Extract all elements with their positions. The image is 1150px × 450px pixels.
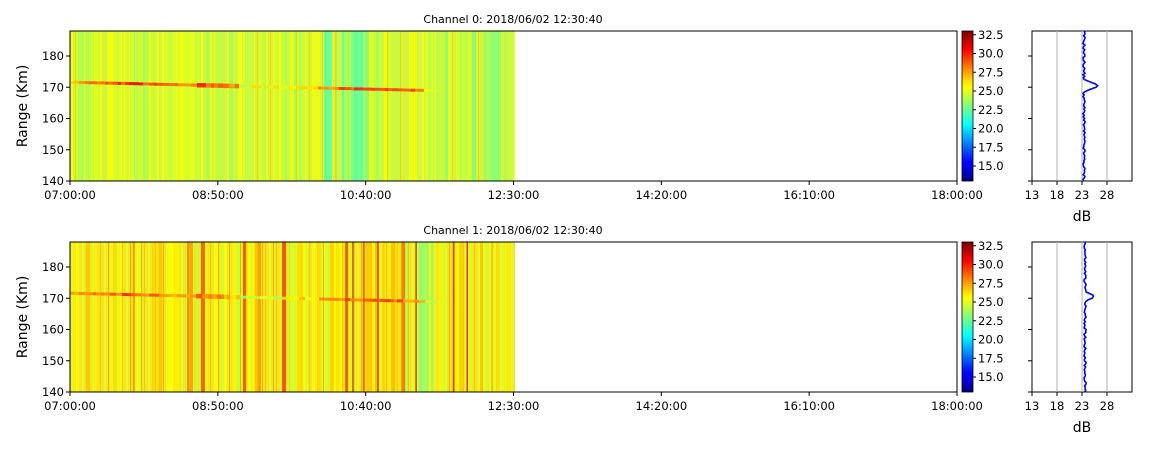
x-tick-label: 14:20:00 (636, 399, 688, 413)
colorbar-tick-label: 17.5 (978, 351, 1004, 365)
x-tick-label: 07:00:00 (44, 188, 96, 202)
profile-x-tick-label: 18 (1050, 399, 1065, 413)
panel-title: Channel 0: 2018/06/02 12:30:40 (423, 13, 602, 26)
echo-band (70, 291, 438, 304)
heatmap-columns (76, 31, 514, 181)
colorbar-tick-label: 32.5 (978, 239, 1004, 253)
profile-x-label: dB (1073, 209, 1092, 225)
profile-x-tick-label: 28 (1100, 188, 1115, 202)
x-tick-label: 12:30:00 (488, 399, 540, 413)
profile-x-tick-label: 23 (1075, 399, 1090, 413)
profile-plot: 13 18 23 28 dB (1025, 30, 1133, 225)
x-tick-label: 08:50:00 (192, 188, 244, 202)
y-tick-label: 140 (42, 385, 64, 399)
echo-band (70, 80, 438, 93)
colorbar-tick-label: 25.0 (978, 84, 1004, 98)
x-axis: 07:00:00 08:50:00 10:40:00 12:30:00 14:20:00… (44, 181, 983, 202)
colorbar-tick-label: 30.0 (978, 258, 1004, 272)
colorbar-tick-label: 15.0 (978, 370, 1004, 384)
profile-x-tick-label: 13 (1025, 399, 1040, 413)
heatmap-columns (74, 242, 510, 392)
x-tick-label: 16:10:00 (783, 188, 835, 202)
rti-heatmap (70, 242, 515, 392)
x-tick-label: 07:00:00 (44, 399, 96, 413)
channel-1-panel: Channel 1: 2018/06/02 12:30:40 140 150 160… (15, 224, 1133, 436)
colorbar-tick-label: 15.0 (978, 159, 1004, 173)
profile-x-tick-label: 13 (1025, 188, 1040, 202)
x-tick-label: 16:10:00 (783, 399, 835, 413)
colorbar-tick-label: 20.0 (978, 122, 1004, 136)
colorbar-tick-label: 27.5 (978, 65, 1004, 79)
colorbar: 15.0 17.5 20.0 22.5 25.0 27.5 30.0 32.5 (961, 239, 1004, 393)
x-tick-label: 10:40:00 (340, 188, 392, 202)
y-axis: 140 150 160 170 180 (42, 49, 70, 188)
y-tick-label: 180 (42, 260, 64, 274)
x-tick-label: 18:00:00 (931, 399, 983, 413)
y-tick-label: 170 (42, 291, 64, 305)
x-tick-label: 18:00:00 (931, 188, 983, 202)
profile-plot: 13 18 23 28 dB (1025, 241, 1133, 436)
profile-line (1082, 241, 1095, 393)
colorbar-tick-label: 17.5 (978, 140, 1004, 154)
colorbar-tick-label: 22.5 (978, 314, 1004, 328)
colorbar-tick-label: 32.5 (978, 28, 1004, 42)
panel-title: Channel 1: 2018/06/02 12:30:40 (423, 224, 602, 237)
y-axis-label: Range (Km) (15, 65, 31, 148)
y-axis-label: Range (Km) (15, 276, 31, 359)
profile-line (1081, 30, 1099, 182)
colorbar-tick-label: 30.0 (978, 47, 1004, 61)
y-tick-label: 180 (42, 49, 64, 63)
y-tick-label: 170 (42, 80, 64, 94)
colorbar-tick-label: 22.5 (978, 103, 1004, 117)
profile-x-label: dB (1073, 420, 1092, 436)
colorbar-tick-label: 25.0 (978, 295, 1004, 309)
rti-heatmap (70, 31, 515, 181)
y-tick-label: 150 (42, 143, 64, 157)
profile-x-tick-label: 18 (1050, 188, 1065, 202)
profile-x-tick-label: 23 (1075, 188, 1090, 202)
x-axis: 07:00:00 08:50:00 10:40:00 12:30:00 14:20:00… (44, 392, 983, 413)
y-tick-label: 160 (42, 112, 64, 126)
x-tick-label: 08:50:00 (192, 399, 244, 413)
channel-0-panel: Channel 0: 2018/06/02 12:30:40 140 150 160… (15, 13, 1133, 225)
x-tick-label: 12:30:00 (488, 188, 540, 202)
y-tick-label: 160 (42, 323, 64, 337)
colorbar-tick-label: 27.5 (978, 276, 1004, 290)
colorbar: 15.0 17.5 20.0 22.5 25.0 27.5 30.0 32.5 (961, 28, 1004, 182)
y-axis: 140 150 160 170 180 (42, 260, 70, 399)
x-tick-label: 14:20:00 (636, 188, 688, 202)
y-tick-label: 140 (42, 174, 64, 188)
y-tick-label: 150 (42, 354, 64, 368)
x-tick-label: 10:40:00 (340, 399, 392, 413)
profile-x-tick-label: 28 (1100, 399, 1115, 413)
colorbar-tick-label: 20.0 (978, 333, 1004, 347)
